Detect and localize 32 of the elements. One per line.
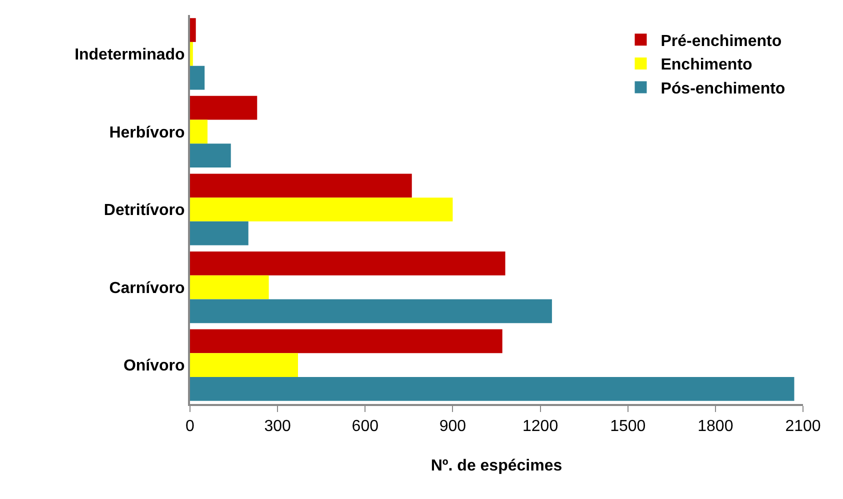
legend-label: Pré-enchimento [660, 32, 782, 50]
x-tick-label: 1500 [610, 418, 646, 436]
bar [190, 144, 231, 168]
bar [190, 42, 193, 66]
x-tick-label: 1800 [698, 418, 734, 436]
bar [190, 174, 412, 198]
legend-label: Enchimento [660, 56, 753, 74]
x-tick-label: 300 [264, 418, 292, 436]
bar [190, 275, 269, 300]
legend-label: Pós-enchimento [660, 80, 786, 98]
x-axis-title: Nº. de espécimes [430, 457, 562, 474]
bar [190, 198, 453, 222]
y-tick-label: Detritívoro [104, 202, 186, 220]
x-tick-label: 600 [352, 418, 379, 436]
bar [190, 96, 258, 120]
bar [190, 353, 298, 378]
x-tick-label: 900 [439, 418, 466, 436]
y-tick-label: Onívoro [123, 358, 186, 375]
bar [190, 66, 205, 90]
x-tick-label: 1200 [522, 418, 558, 436]
bar [190, 329, 502, 354]
y-tick-label: Indeterminado [74, 46, 186, 64]
x-tick-label: 0 [186, 418, 195, 436]
bar [190, 299, 552, 324]
bar [190, 18, 196, 42]
bar [190, 221, 248, 246]
y-tick-label: Herbívoro [109, 124, 186, 142]
x-tick-label: 2100 [785, 418, 821, 436]
bar [190, 120, 208, 144]
y-tick-label: Carnívoro [109, 280, 186, 297]
bar [190, 252, 506, 276]
bar [190, 377, 794, 401]
